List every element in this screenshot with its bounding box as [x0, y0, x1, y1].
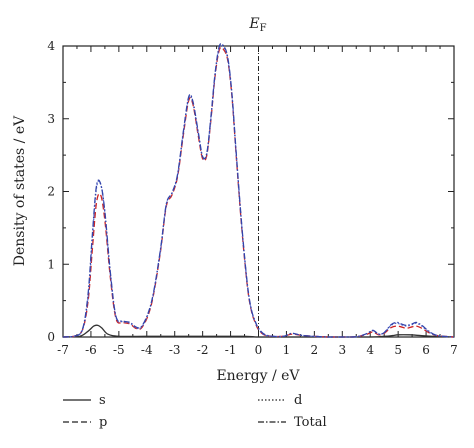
y-tick-label: 4	[47, 39, 55, 53]
y-tick-label: 3	[47, 112, 55, 126]
legend-label-total: Total	[294, 415, 327, 430]
x-tick-label: 5	[394, 343, 402, 357]
x-axis-title: Energy / eV	[216, 368, 300, 384]
legend: sp d Total	[63, 393, 327, 430]
y-axis-title: Density of states / eV	[12, 115, 28, 266]
x-tick-label: -6	[85, 343, 97, 357]
series-line-total	[62, 42, 455, 338]
y-tick-label: 2	[47, 185, 55, 199]
x-tick-label: 6	[422, 343, 430, 357]
x-tick-label: 3	[338, 343, 346, 357]
x-tick-label: 7	[450, 343, 458, 357]
plot-layer: -7 -6 -5 -4 -3 -2 -1 0 1 2 3 4 5 6 7 0 1 2 3 4	[47, 39, 457, 357]
x-tick-label: -7	[57, 343, 69, 357]
x-tick-label: -5	[113, 343, 125, 357]
x-tick-label: -4	[141, 343, 153, 357]
x-tick-label: 0	[255, 343, 263, 357]
fermi-label-main: E	[248, 16, 259, 32]
y-tick-label: 0	[47, 330, 55, 344]
x-tick-label: -2	[197, 343, 209, 357]
legend-label-d: d	[294, 393, 302, 408]
series-line-s	[62, 324, 455, 338]
x-tick-label: -3	[169, 343, 181, 357]
fermi-label-sub: F	[260, 23, 267, 34]
legend-label-s: s	[99, 393, 106, 408]
x-tick-label: -1	[225, 343, 237, 357]
legend-label-p: p	[99, 415, 107, 430]
x-tick-label: 4	[366, 343, 374, 357]
x-tick-label: 2	[311, 343, 319, 357]
x-tick-label: 1	[283, 343, 291, 357]
fermi-label: EF	[248, 16, 266, 34]
y-tick-label: 1	[47, 257, 55, 271]
